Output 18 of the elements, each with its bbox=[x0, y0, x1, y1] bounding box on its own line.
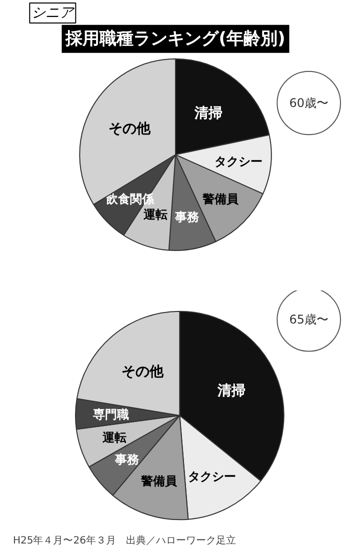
chart-title: 採用職種ランキング(年齢別) bbox=[64, 28, 286, 49]
slice-label: タクシー bbox=[188, 469, 236, 484]
slice-label: その他 bbox=[122, 364, 165, 380]
text: 65歳〜 bbox=[289, 312, 328, 327]
slice-label: 運転 bbox=[101, 430, 126, 444]
text: H25年４月〜26年３月 出典／ハローワーク足立 bbox=[13, 534, 236, 546]
slice-label: 事務 bbox=[174, 210, 200, 224]
text: 60歳〜 bbox=[289, 96, 328, 110]
slice-label: 清掃 bbox=[216, 382, 246, 399]
slice-label: 運転 bbox=[142, 208, 168, 222]
chart-subtitle: シニア bbox=[32, 5, 76, 21]
slice-label: 専門職 bbox=[92, 407, 129, 422]
slice-label: タクシー bbox=[214, 154, 262, 168]
slice-label: 警備員 bbox=[202, 192, 240, 206]
slice-label: その他 bbox=[108, 120, 152, 137]
slice-label: 清掃 bbox=[194, 106, 223, 122]
slice-label: 事務 bbox=[114, 452, 140, 466]
slice-label: 警備員 bbox=[140, 474, 178, 488]
